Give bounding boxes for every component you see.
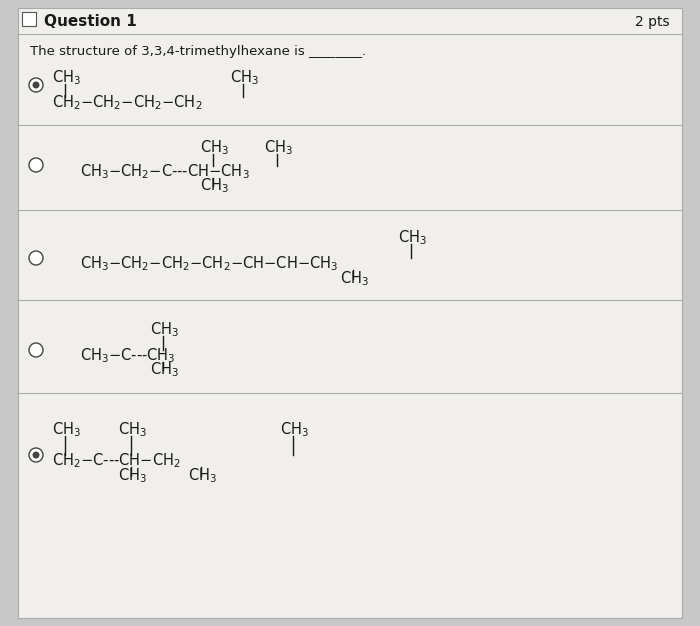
Text: $\mathrm{CH_3{-}C{\text{---}}CH_3}$: $\mathrm{CH_3{-}C{\text{---}}CH_3}$ — [80, 347, 176, 366]
Text: $\mathrm{CH_3}$: $\mathrm{CH_3}$ — [230, 69, 259, 88]
Circle shape — [29, 251, 43, 265]
Text: $\mathrm{CH_3}$: $\mathrm{CH_3}$ — [340, 270, 369, 289]
Text: $\mathrm{CH_2{-}CH_2{-}CH_2{-}CH_2}$: $\mathrm{CH_2{-}CH_2{-}CH_2{-}CH_2}$ — [52, 94, 202, 112]
Circle shape — [32, 81, 39, 88]
Text: $\mathrm{CH_3}$: $\mathrm{CH_3}$ — [200, 138, 229, 157]
Text: $\mathrm{CH_3}$: $\mathrm{CH_3}$ — [150, 361, 179, 379]
FancyBboxPatch shape — [18, 8, 682, 618]
Text: $\mathrm{CH_3{-}CH_2{-}C{\text{---}}CH{-}CH_3}$: $\mathrm{CH_3{-}CH_2{-}C{\text{---}}CH{-… — [80, 163, 250, 182]
Text: $\mathrm{CH_3}$: $\mathrm{CH_3}$ — [118, 466, 147, 485]
FancyBboxPatch shape — [22, 12, 36, 26]
Circle shape — [29, 158, 43, 172]
Text: $\mathrm{CH_3}$: $\mathrm{CH_3}$ — [52, 421, 81, 439]
Text: Question 1: Question 1 — [44, 14, 136, 29]
Text: $\mathrm{CH_3}$: $\mathrm{CH_3}$ — [398, 228, 427, 247]
Text: $\mathrm{CH_3}$: $\mathrm{CH_3}$ — [188, 466, 217, 485]
Text: $\mathrm{CH_3{-}CH_2{-}CH_2{-}CH_2{-}CH{-}CH{-}CH_3}$: $\mathrm{CH_3{-}CH_2{-}CH_2{-}CH_2{-}CH{… — [80, 255, 338, 274]
Text: $\mathrm{CH_3}$: $\mathrm{CH_3}$ — [118, 421, 147, 439]
Text: $\mathrm{CH_3}$: $\mathrm{CH_3}$ — [264, 138, 293, 157]
Text: $\mathrm{CH_3}$: $\mathrm{CH_3}$ — [52, 69, 81, 88]
Circle shape — [29, 78, 43, 92]
Text: $\mathrm{CH_3}$: $\mathrm{CH_3}$ — [150, 321, 179, 339]
Text: The structure of 3,3,4-trimethylhexane is ________.: The structure of 3,3,4-trimethylhexane i… — [30, 46, 366, 58]
Circle shape — [32, 451, 39, 458]
Text: $\mathrm{CH_3}$: $\mathrm{CH_3}$ — [280, 421, 309, 439]
Circle shape — [29, 343, 43, 357]
Text: 2 pts: 2 pts — [636, 15, 670, 29]
Text: $\mathrm{CH_3}$: $\mathrm{CH_3}$ — [200, 177, 229, 195]
Text: $\mathrm{CH_2{-}C{\text{---}}CH{-}CH_2}$: $\mathrm{CH_2{-}C{\text{---}}CH{-}CH_2}$ — [52, 451, 181, 470]
Circle shape — [29, 448, 43, 462]
